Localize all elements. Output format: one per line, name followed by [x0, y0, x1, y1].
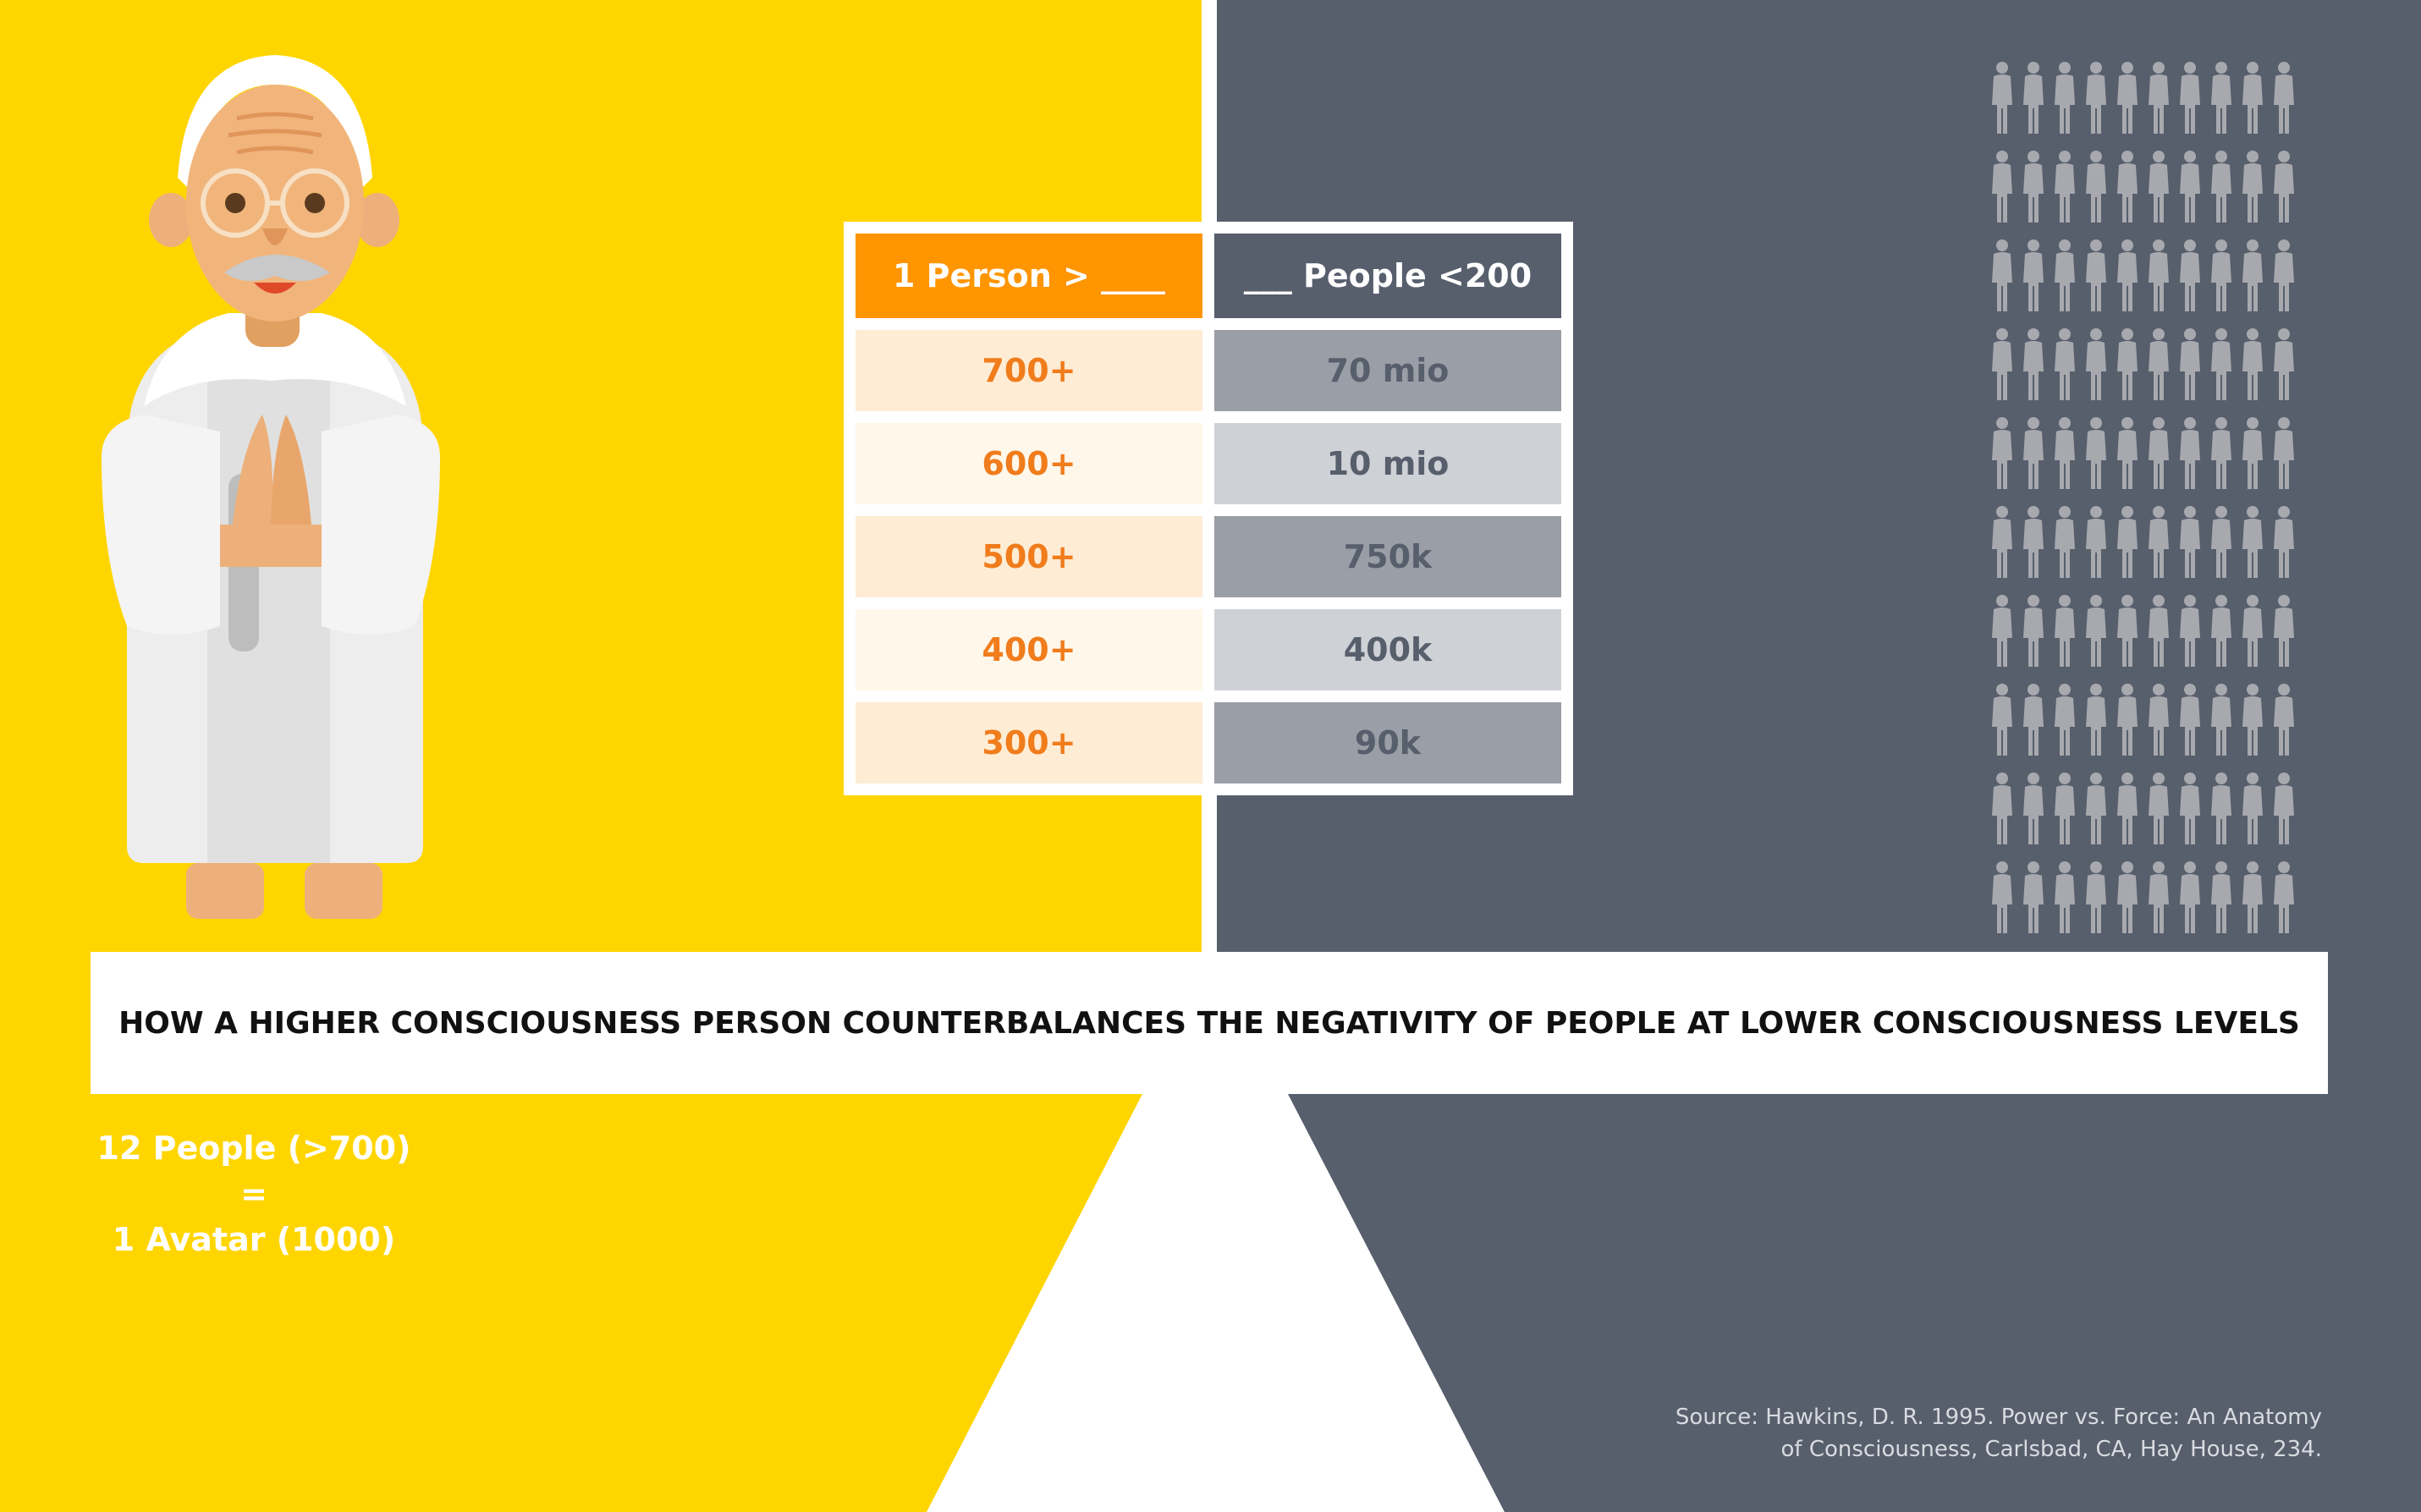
people-count-cell: 90k	[1214, 702, 1561, 783]
header-people-below-200: ___ People <200	[1214, 234, 1561, 318]
title-banner: HOW A HIGHER CONSCIOUSNESS PERSON COUNTE…	[91, 952, 2328, 1094]
equivalence-line-avatar: 1 Avatar (1000)	[112, 1221, 396, 1258]
people-count-cell: 70 mio	[1214, 330, 1561, 411]
sage-figure-icon	[102, 55, 440, 919]
header-one-person: 1 Person > ____	[856, 234, 1202, 318]
level-cell: 300+	[856, 702, 1202, 783]
equivalence-line-equals: =	[240, 1175, 267, 1212]
equivalence-line-people: 12 People (>700)	[96, 1130, 411, 1167]
level-cell: 400+	[856, 609, 1202, 690]
level-cell: 600+	[856, 423, 1202, 504]
people-count-cell: 400k	[1214, 609, 1561, 690]
source-citation: Source: Hawkins, D. R. 1995. Power vs. F…	[1560, 1401, 2322, 1465]
page-title: HOW A HIGHER CONSCIOUSNESS PERSON COUNTE…	[118, 1005, 2300, 1041]
people-count-cell: 10 mio	[1214, 423, 1561, 504]
comparison-table: 1 Person > ____ ___ People <200 700+ 70 …	[844, 222, 1573, 795]
people-count-cell: 750k	[1214, 516, 1561, 597]
source-line-2: of Consciousness, Carlsbad, CA, Hay Hous…	[1780, 1437, 2322, 1462]
level-cell: 700+	[856, 330, 1202, 411]
level-cell: 500+	[856, 516, 1202, 597]
avatar-equivalence: 12 People (>700) = 1 Avatar (1000)	[93, 1125, 415, 1262]
crowd-people-icon	[1990, 61, 2312, 949]
source-line-1: Source: Hawkins, D. R. 1995. Power vs. F…	[1675, 1405, 2322, 1430]
